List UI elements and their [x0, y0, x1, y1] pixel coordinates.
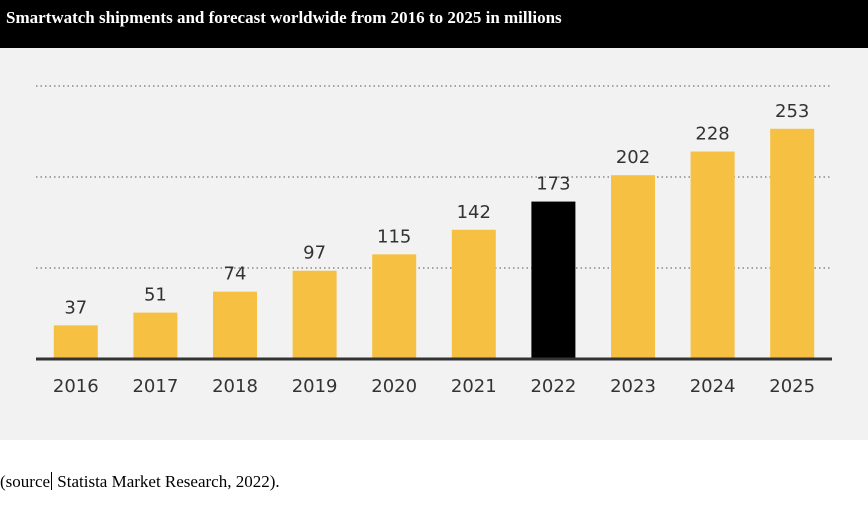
- bars: [53, 128, 815, 359]
- data-label-2019: 97: [303, 243, 326, 264]
- source-note: (source Statista Market Research, 2022).: [0, 472, 280, 492]
- x-tick-2018: 2018: [212, 376, 258, 397]
- x-tick-2016: 2016: [53, 376, 99, 397]
- x-tick-2020: 2020: [371, 376, 417, 397]
- data-label-2025: 253: [775, 101, 809, 122]
- data-label-2021: 142: [457, 202, 491, 223]
- bar-2023: [611, 175, 655, 359]
- x-tick-2022: 2022: [530, 376, 576, 397]
- data-label-2020: 115: [377, 226, 411, 247]
- x-tick-2021: 2021: [451, 376, 497, 397]
- title-bar: Smartwatch shipments and forecast worldw…: [0, 0, 868, 48]
- chart-title: Smartwatch shipments and forecast worldw…: [6, 8, 562, 27]
- bar-2022: [531, 201, 576, 359]
- x-tick-2023: 2023: [610, 376, 656, 397]
- bar-2020: [372, 254, 417, 359]
- bar-2019: [292, 270, 337, 359]
- data-label-2023: 202: [616, 147, 650, 168]
- bar-2025: [770, 128, 815, 359]
- source-note-prefix: (source: [0, 472, 51, 491]
- x-tick-2025: 2025: [769, 376, 815, 397]
- x-tick-labels: 2016 2017 2018 2019 2020 2021 2022 2023 2024 2025: [53, 376, 815, 397]
- source-note-text: Statista Market Research, 2022).: [53, 472, 280, 491]
- bar-2017: [133, 312, 178, 359]
- x-tick-2024: 2024: [690, 376, 736, 397]
- text-cursor: [51, 472, 53, 490]
- data-labels: 37 51 74 97 115 142 173 202 228 253: [64, 101, 809, 319]
- bar-2021: [451, 229, 496, 359]
- x-tick-2019: 2019: [292, 376, 338, 397]
- data-label-2018: 74: [224, 264, 247, 285]
- data-label-2016: 37: [64, 297, 87, 318]
- data-label-2017: 51: [144, 285, 167, 306]
- bar-2018: [213, 291, 257, 359]
- bar-2024: [690, 151, 735, 359]
- data-label-2024: 228: [695, 124, 729, 145]
- bar-2016: [53, 325, 98, 359]
- chart-panel: 37 51 74 97 115 142 173 202 228 253 2016 2017 2018 2…: [0, 48, 868, 440]
- data-label-2022: 173: [536, 174, 570, 195]
- x-tick-2017: 2017: [132, 376, 178, 397]
